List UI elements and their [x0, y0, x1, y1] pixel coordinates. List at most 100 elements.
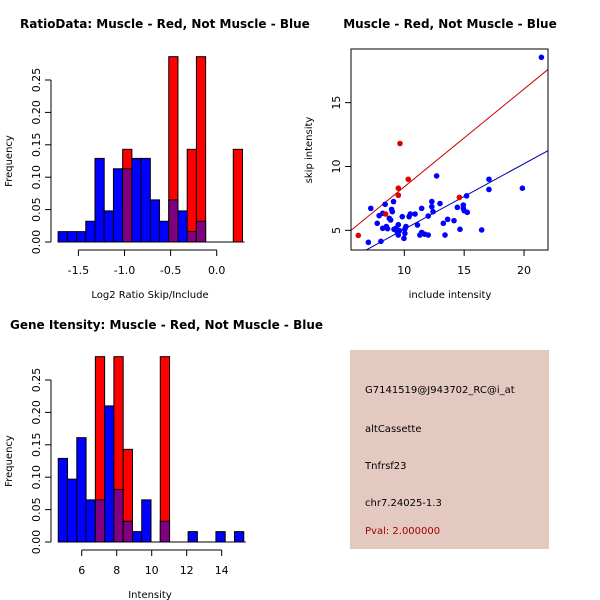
scatter-y-tick-label: 10	[330, 159, 343, 173]
intensity-hist-ylabel: Frequency	[4, 435, 15, 487]
scatter-blue-point	[464, 209, 471, 216]
scatter-blue-point	[384, 225, 391, 232]
intensity-hist-blue-bar	[94, 499, 106, 543]
intensity-hist-blue-bar	[113, 489, 124, 543]
scatter-blue-point	[412, 211, 418, 217]
pval-text: Pval: 2.000000	[365, 526, 441, 537]
intensity-hist-blue-bar	[57, 457, 69, 543]
intensity-hist-x-tick-label: 12	[180, 564, 194, 577]
ratio-hist-blue-bar	[112, 168, 124, 243]
ratio-hist-blue-bar	[76, 231, 87, 243]
probe-id: G7141519@J943702_RC@i_at	[365, 385, 515, 396]
ratio-hist-y-tick-label: 0.05	[30, 197, 43, 222]
ratio-hist-xlabel: Log2 Ratio Skip/Include	[91, 290, 208, 301]
scatter-blue-point	[454, 204, 461, 211]
ratio-hist-blue-bar	[140, 157, 151, 243]
event-type: altCassette	[365, 424, 422, 435]
scatter-blue-point	[407, 211, 414, 217]
intensity-hist-x-tick-label: 14	[215, 564, 229, 577]
intensity-hist-blue-bar	[131, 531, 143, 543]
ratio-hist-y-tick-label: 0.10	[30, 165, 43, 190]
ratio-hist-title: RatioData: Muscle - Red, Not Muscle - Bl…	[20, 17, 310, 31]
intensity-hist-blue-bar	[85, 499, 96, 543]
intensity-hist-x-tick-label: 8	[113, 564, 120, 577]
ratio-hist-blue-bar	[66, 231, 78, 243]
scatter-title: Muscle - Red, Not Muscle - Blue	[343, 17, 557, 31]
intensity-hist-blue-bar	[187, 531, 198, 543]
scatter-blue-point	[437, 200, 443, 207]
gene-name: Tnfrsf23	[365, 461, 407, 472]
scatter-plot: 10 15 20 5 10 15	[330, 48, 549, 277]
ratio-hist-x-tick-label: -1.0	[114, 264, 135, 277]
intensity-hist-y-tick-label: 0.20	[30, 400, 43, 425]
scatter-blue-point	[402, 230, 408, 237]
scatter-red-point	[355, 232, 362, 239]
intensity-hist-blue-bar	[215, 531, 226, 543]
intensity-hist-title: Gene Itensity: Muscle - Red, Not Muscle …	[10, 318, 323, 332]
scatter-blue-point	[444, 216, 451, 223]
scatter-blue-point	[519, 185, 526, 191]
intensity-hist-blue-bar	[141, 499, 152, 543]
intensity-hist-blue-bar	[76, 437, 87, 543]
scatter-blue-point	[429, 203, 435, 210]
scatter-red-point	[405, 176, 412, 183]
intensity-hist-y-tick-label: 0.05	[30, 497, 43, 521]
scatter-blue-point	[382, 201, 388, 208]
ratio-hist-blue-bar	[195, 220, 207, 243]
scatter-red-point	[395, 185, 402, 191]
chromosome-location: chr7.24025-1.3	[365, 498, 442, 509]
scatter-blue-point	[457, 226, 463, 233]
intensity-hist-blue-bar	[104, 405, 115, 543]
scatter-blue-point	[486, 176, 492, 183]
scatter-blue-point	[390, 198, 397, 205]
scatter-red-point	[397, 140, 403, 147]
ratio-hist-x-tick-label: -0.5	[160, 264, 181, 277]
intensity-hist-y-tick-label: 0.00	[30, 530, 43, 555]
intensity-hist-blue-bar	[122, 520, 133, 543]
ratio-hist-blue-bar	[57, 231, 68, 243]
intensity-hist-y-tick-label: 0.25	[30, 368, 43, 393]
scatter-blue-point	[429, 198, 435, 205]
ratio-hist-x-tick-label: -1.5	[68, 264, 89, 277]
intensity-hist-x-tick-label: 6	[78, 564, 85, 577]
scatter-x-tick-label: 15	[457, 264, 471, 277]
scatter-x-tick-label: 20	[517, 264, 531, 277]
intensity-hist-red-bar	[159, 356, 171, 543]
ratio-hist-y-tick-label: 0.25	[30, 68, 43, 93]
intensity-hist-blue-bar	[233, 531, 245, 543]
intensity-hist-xlabel: Intensity	[128, 590, 172, 600]
ratio-hist-blue-bar	[94, 157, 105, 243]
intensity-hist-blue-bar	[159, 520, 171, 543]
scatter-blue-point	[442, 232, 448, 238]
scatter-x-tick-label: 10	[397, 264, 411, 277]
ratio-hist-blue-bar	[85, 220, 96, 243]
ratio-hist-red-bar	[186, 148, 197, 243]
scatter-red-point	[456, 194, 463, 201]
scatter-blue-point	[486, 186, 492, 193]
scatter-blue-point	[389, 208, 396, 215]
scatter-blue-point	[387, 217, 394, 223]
scatter-blue-point	[425, 232, 432, 238]
ratio-hist-blue-bar	[159, 220, 170, 243]
ratio-hist-x-tick-label: 0.0	[208, 264, 226, 277]
ratio-hist-y-tick-label: 0.00	[30, 230, 43, 255]
probe-info-panel: G7141519@J943702_RC@i_at altCassette Tnf…	[350, 350, 549, 549]
scatter-blue-point	[538, 54, 545, 61]
scatter-blue-point	[430, 208, 436, 215]
scatter-blue-fit-line	[365, 150, 548, 250]
scatter-blue-point	[395, 232, 402, 238]
ratio-hist-blue-bar	[168, 199, 179, 243]
scatter-blue-point	[403, 223, 409, 230]
scatter-red-point	[395, 192, 402, 199]
ratio-hist-blue-bar	[131, 157, 142, 243]
intensity-hist-y-tick-label: 0.10	[30, 465, 43, 490]
scatter-blue-point	[374, 220, 381, 227]
scatter-ylabel: skip intensity	[304, 117, 315, 184]
scatter-blue-point	[378, 238, 384, 245]
ratio-hist-y-tick-label: 0.20	[30, 100, 43, 125]
ratio-histogram: 0.00 0.05 0.10 0.15 0.20 0.25 -1.5 -1.0 -0.5 0.0	[30, 56, 245, 277]
scatter-blue-point	[433, 173, 440, 179]
scatter-blue-point	[396, 227, 403, 234]
scatter-blue-point	[414, 222, 421, 228]
